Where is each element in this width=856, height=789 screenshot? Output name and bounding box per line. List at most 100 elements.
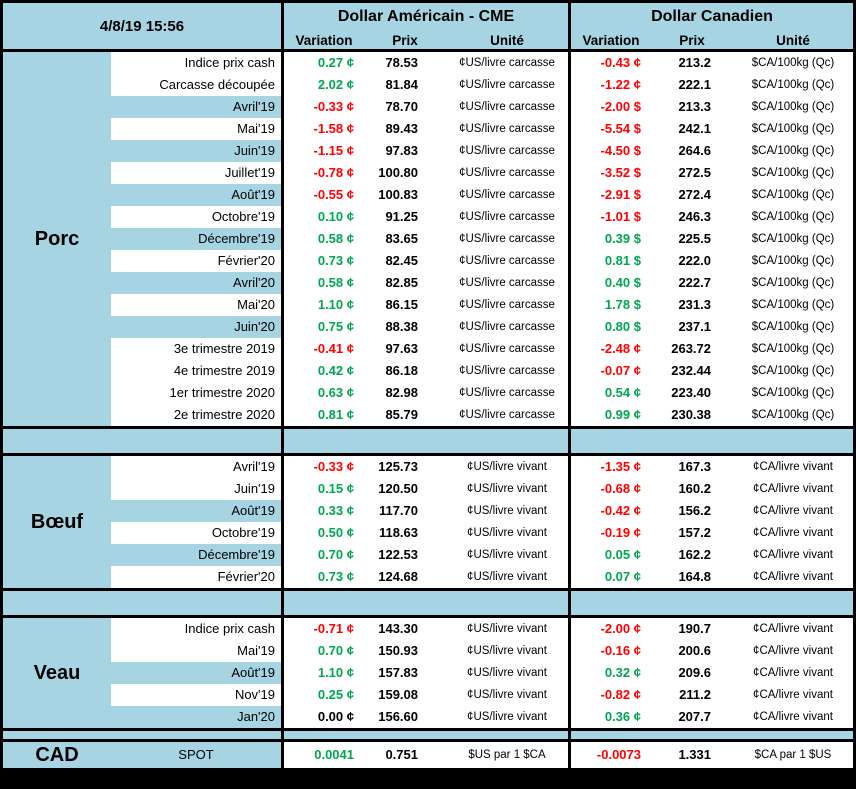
us-price: 122.53 [378,547,418,562]
ca-variation: 0.32 ¢ [604,665,641,680]
us-price: 100.80 [378,165,418,180]
ca-unit: $CA/100kg (Qc) [751,343,835,355]
column-divider [281,478,284,500]
us-unit: ¢US/livre carcasse [459,79,555,91]
column-divider [281,706,284,728]
ca-price: 246.3 [678,209,711,224]
table-row: Mai'19 -1.58 ¢ 89.43 ¢US/livre carcasse -5.5… [111,118,853,140]
column-divider [568,522,571,544]
row-label: Octobre'19 [111,522,281,544]
row-label: Mai'20 [111,294,281,316]
separator-segment [571,429,853,453]
us-subheader-row: Variation Prix Unité [284,31,568,49]
table-row: Août'19 1.10 ¢ 157.83 ¢US/livre vivant 0.32 … [111,662,853,684]
ca-unit: ¢CA/livre vivant [753,689,833,701]
section-label-porc: Porc [3,52,111,426]
column-divider [281,294,284,316]
us-unit: ¢US/livre carcasse [459,167,555,179]
us-price: 78.53 [385,55,418,70]
ca-variation: -0.82 ¢ [600,687,641,702]
table-row: Août'19 0.33 ¢ 117.70 ¢US/livre vivant -0.42… [111,500,853,522]
table-row: Avril'19 -0.33 ¢ 125.73 ¢US/livre vivant -1.… [111,456,853,478]
us-price: 118.63 [378,525,418,540]
column-divider [281,684,284,706]
ca-price: 157.2 [678,525,711,540]
ca-price: 222.0 [678,253,711,268]
column-divider [568,206,571,228]
row-label: Juin'19 [111,478,281,500]
column-divider [568,640,571,662]
us-unit: ¢US/livre vivant [467,623,547,635]
us-price: 156.60 [378,709,418,724]
ca-price: 1.331 [678,747,711,762]
ca-unit: ¢CA/livre vivant [753,623,833,635]
ca-price: 160.2 [678,481,711,496]
ca-unit: $CA/100kg (Qc) [751,233,835,245]
ca-variation: -0.0073 [596,747,641,762]
row-label: Jan'20 [111,706,281,728]
us-variation: 0.63 ¢ [317,385,354,400]
column-divider [281,522,284,544]
section-veau: Veau Indice prix cash -0.71 ¢ 143.30 ¢US/liv… [3,618,853,728]
us-price: 150.93 [378,643,418,658]
column-divider [568,250,571,272]
column-divider [281,184,284,206]
column-divider [568,3,571,49]
us-variation: 1.10 ¢ [317,297,354,312]
column-divider [281,52,284,74]
us-variation: 2.02 ¢ [317,77,354,92]
separator-segment [284,591,568,615]
ca-variation: 0.99 ¢ [604,407,641,422]
ca-unit: $CA/100kg (Qc) [751,409,835,421]
column-divider [568,706,571,728]
us-variation: -0.33 ¢ [313,99,354,114]
ca-unit: $CA/100kg (Qc) [751,123,835,135]
column-divider [568,162,571,184]
column-divider [281,3,284,49]
row-label: Juin'19 [111,140,281,162]
us-variation: 0.58 ¢ [317,231,354,246]
us-dollar-group: Dollar Américain - CME Variation Prix Un… [284,3,568,49]
column-divider [281,118,284,140]
us-unit: ¢US/livre carcasse [459,189,555,201]
row-label: Avril'19 [111,96,281,118]
us-unit: ¢US/livre carcasse [459,145,555,157]
us-unit: ¢US/livre vivant [467,667,547,679]
ca-unit: $CA/100kg (Qc) [751,277,835,289]
ca-unit: $CA/100kg (Qc) [751,387,835,399]
us-unit: ¢US/livre vivant [467,645,547,657]
ca-unit: ¢CA/livre vivant [753,645,833,657]
ca-unit: ¢CA/livre vivant [753,505,833,517]
column-divider [281,566,284,588]
column-divider [281,96,284,118]
ca-price: 213.3 [678,99,711,114]
ca-unit: $CA/100kg (Qc) [751,255,835,267]
table-row: Carcasse découpée 2.02 ¢ 81.84 ¢US/livre ca… [111,74,853,96]
table-row: Février'20 0.73 ¢ 82.45 ¢US/livre carcasse 0… [111,250,853,272]
us-column-header-prix: Prix [392,32,418,48]
ca-dollar-title: Dollar Canadien [651,8,773,25]
ca-unit: $CA/100kg (Qc) [751,189,835,201]
us-price: 143.30 [378,621,418,636]
us-price: 0.751 [385,747,418,762]
us-variation: 0.0041 [314,747,354,762]
ca-price: 231.3 [678,297,711,312]
column-divider [281,544,284,566]
row-label: Août'19 [111,662,281,684]
header-divider [3,49,853,52]
ca-price: 242.1 [678,121,711,136]
us-price: 125.73 [378,459,418,474]
column-divider [568,184,571,206]
column-divider [281,360,284,382]
row-label: Octobre'19 [111,206,281,228]
table-row: Nov'19 0.25 ¢ 159.08 ¢US/livre vivant -0.82 … [111,684,853,706]
row-label: Nov'19 [111,684,281,706]
column-divider [568,316,571,338]
separator-segment [3,731,281,739]
us-column-header-variation: Variation [295,32,353,48]
ca-variation: -1.01 $ [600,209,641,224]
us-variation: -0.71 ¢ [313,621,354,636]
section-rows-veau: Indice prix cash -0.71 ¢ 143.30 ¢US/livre v… [111,618,853,728]
ca-variation: -4.50 $ [600,143,641,158]
us-price: 89.43 [385,121,418,136]
